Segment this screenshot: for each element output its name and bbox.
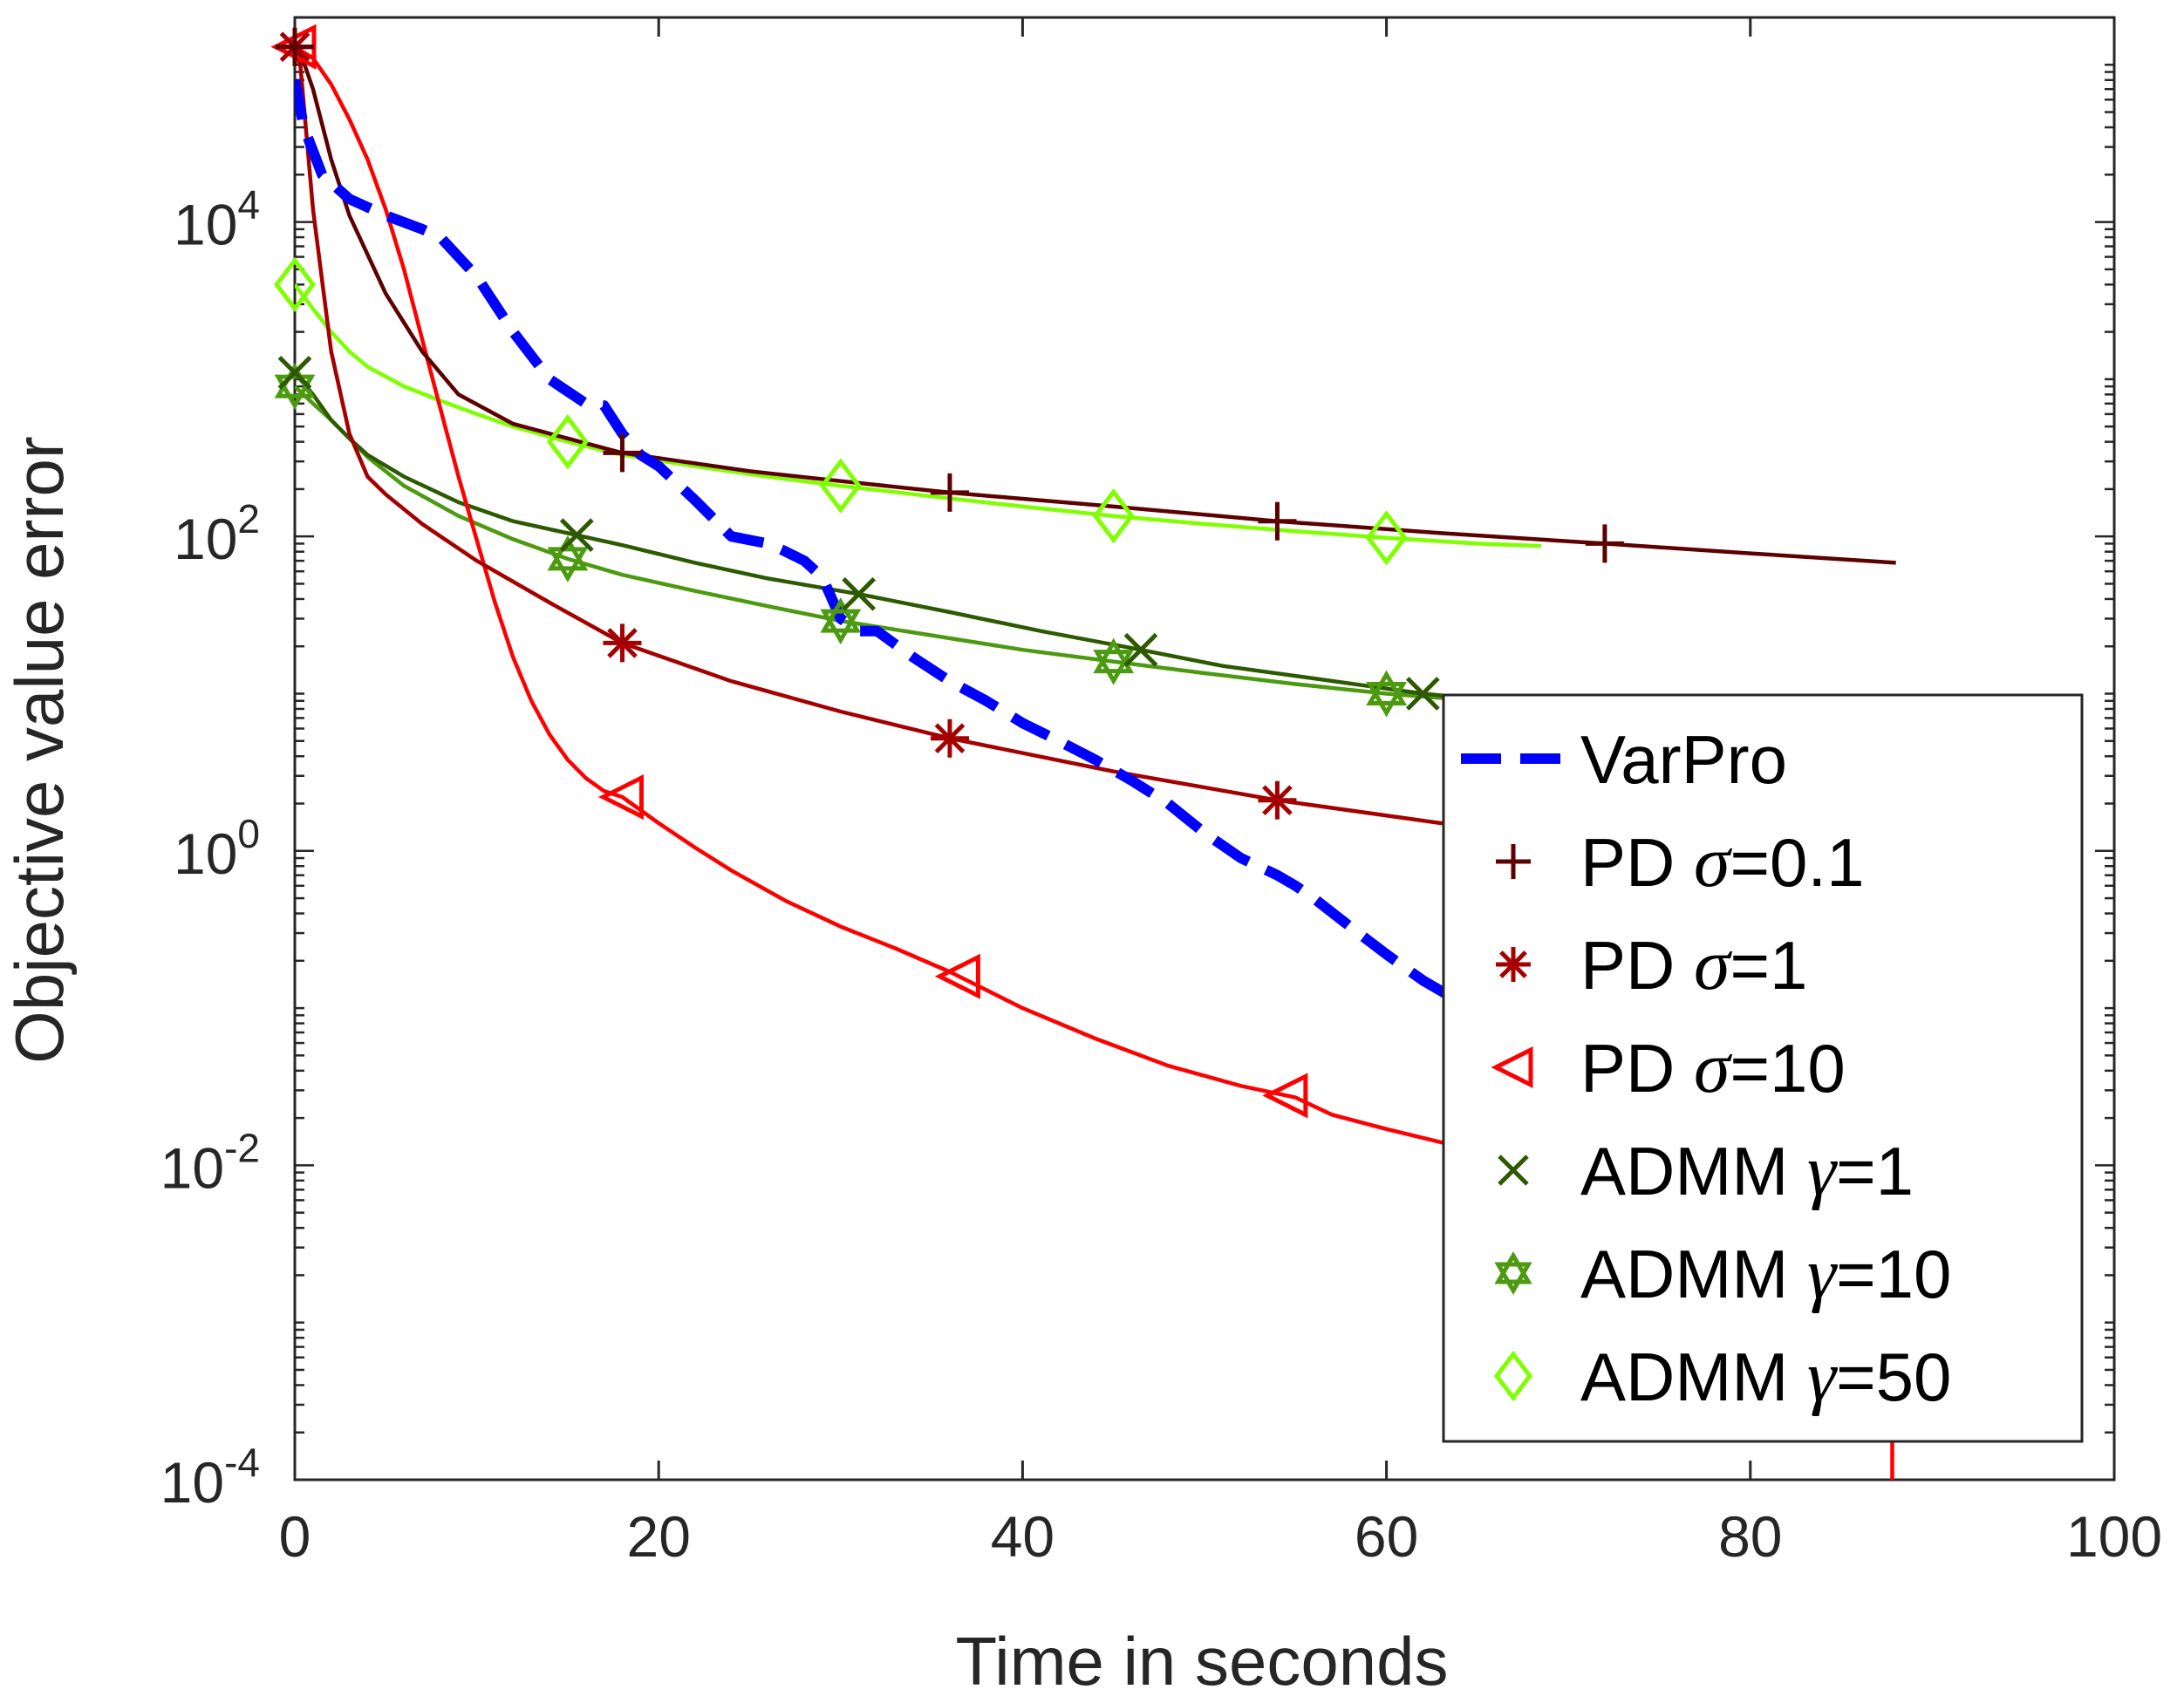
series-line-0 <box>295 78 1479 1013</box>
data-point <box>1365 510 1408 566</box>
x-tick-label: 100 <box>2066 1504 2162 1569</box>
data-point <box>276 27 314 66</box>
axes-box <box>293 16 2116 1482</box>
x-tick-label: 40 <box>991 1504 1054 1569</box>
data-point <box>597 774 644 821</box>
data-point <box>1258 780 1297 820</box>
y-tick-label: 102 <box>174 496 260 571</box>
tick-labels: 0 20 40 60 80 100 10-4 10-2 100 102 104 <box>160 182 2162 1569</box>
data-point <box>930 719 969 758</box>
legend-marker-4 <box>1498 1155 1529 1186</box>
data-point <box>1405 677 1440 711</box>
data-point <box>277 356 312 390</box>
data-point <box>1585 524 1624 563</box>
legend-marker-6 <box>1493 1350 1533 1402</box>
data-point <box>930 473 969 512</box>
y-axis-label: Objective value error <box>1 436 78 1064</box>
series-markers <box>270 24 1624 1119</box>
data-point <box>934 953 980 999</box>
data-point <box>603 623 642 663</box>
legend-box <box>1442 693 2084 1443</box>
data-point <box>547 535 589 582</box>
legend-marker-1 <box>1496 844 1531 879</box>
axes-frame <box>293 16 2116 1482</box>
data-point <box>1092 488 1135 544</box>
y-tick-label: 100 <box>174 811 260 886</box>
x-tick-label: 0 <box>279 1504 311 1569</box>
data-point <box>1123 632 1158 667</box>
legend-label-1: PD σ=0.1 <box>1580 821 1864 903</box>
y-tick-label: 104 <box>174 182 260 257</box>
x-axis-label: Time in seconds <box>955 1623 1448 1700</box>
data-point <box>603 433 642 473</box>
x-tick-label: 20 <box>626 1504 690 1569</box>
legend-marker-5 <box>1494 1250 1532 1296</box>
data-point <box>819 458 862 514</box>
data-point <box>1262 1073 1308 1119</box>
data-point <box>1093 637 1135 685</box>
plot-lines <box>295 44 1896 1480</box>
legend-label-5: ADMM γ=10 <box>1580 1233 1951 1314</box>
data-point <box>273 256 317 312</box>
data-point <box>820 597 862 645</box>
data-point <box>1258 501 1297 541</box>
x-tick-label: 80 <box>1718 1504 1782 1569</box>
legend-label-3: PD σ=10 <box>1580 1027 1846 1108</box>
legend-label-4: ADMM γ=1 <box>1580 1130 1914 1211</box>
data-point <box>842 576 877 611</box>
data-point <box>546 413 589 470</box>
legend-label-6: ADMM γ=50 <box>1580 1336 1951 1417</box>
data-point <box>559 518 594 553</box>
y-tick-label: 10-4 <box>160 1440 260 1515</box>
legend-marker-2 <box>1496 947 1531 982</box>
legend-marker-3 <box>1491 1046 1533 1089</box>
series-line-2 <box>295 46 1606 841</box>
series-line-3 <box>295 44 1497 1155</box>
legend: VarPro PD σ=0.1 PD σ=1 PD σ=10 ADMM γ=1 ADMM … <box>1442 693 2084 1443</box>
x-tick-label: 60 <box>1355 1504 1418 1569</box>
series-line-1 <box>295 45 1896 565</box>
y-tick-label: 10-2 <box>160 1125 260 1200</box>
data-point <box>1366 670 1407 718</box>
legend-label-2: PD σ=1 <box>1580 924 1807 1005</box>
legend-label-0: VarPro <box>1580 721 1787 798</box>
